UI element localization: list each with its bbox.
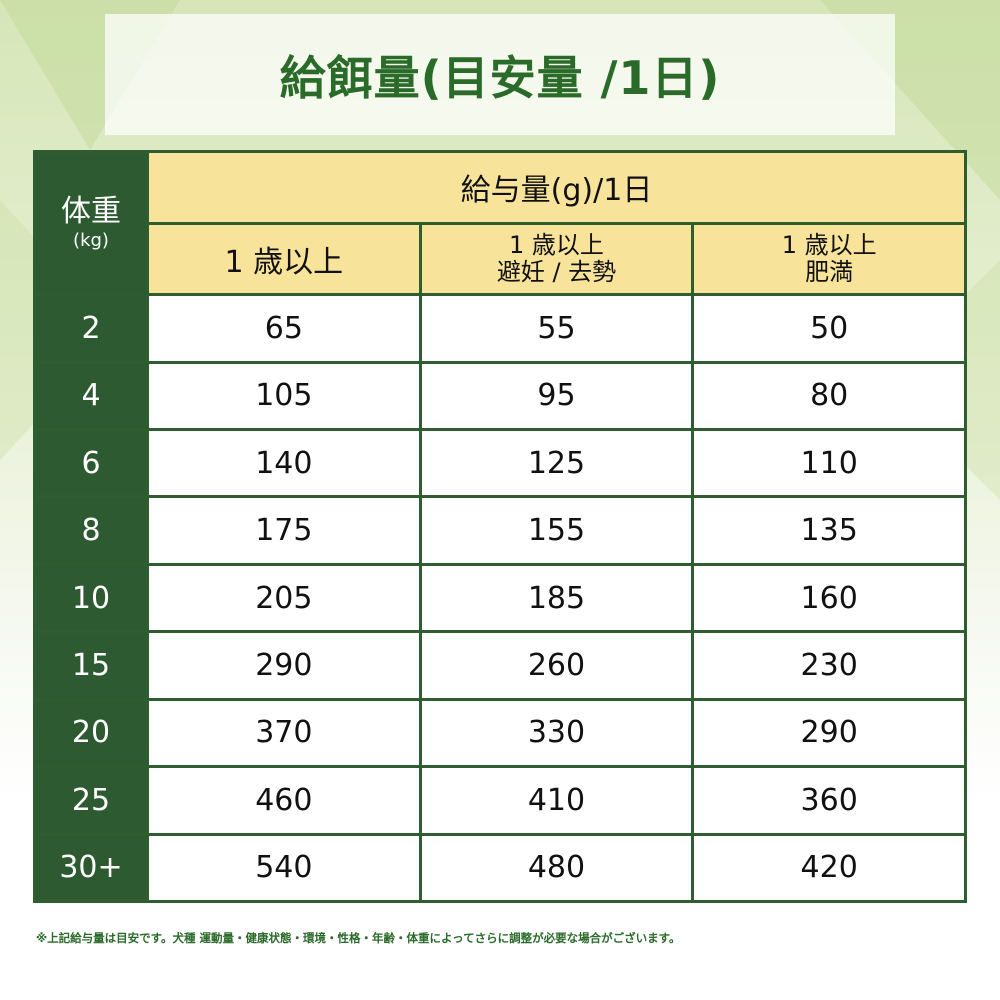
amount-cell: 110 — [691, 427, 967, 499]
weight-cell: 10 — [33, 562, 149, 634]
table-row: 4 105 95 80 — [33, 360, 967, 431]
weight-cell: 20 — [33, 697, 149, 769]
weight-header: 体重 (kg) — [33, 149, 149, 297]
amount-header: 給与量(g)/1日 — [146, 150, 967, 225]
amount-cell: 105 — [146, 360, 422, 431]
amount-cell: 330 — [418, 697, 695, 769]
page-title: 給餌量(目安量 /1日) — [279, 50, 721, 105]
table-row: 2 65 55 50 — [33, 293, 967, 364]
amount-cell: 95 — [418, 360, 695, 431]
table-row: 30+ 540 480 420 — [33, 832, 967, 904]
weight-cell: 30+ — [33, 832, 149, 904]
amount-cell: 160 — [691, 562, 967, 634]
amount-cell: 140 — [146, 427, 422, 499]
weight-cell: 2 — [33, 293, 149, 364]
column-header-label: 1 歳以上 — [509, 231, 604, 260]
table-row: 15 290 260 230 — [33, 630, 967, 701]
amount-cell: 135 — [691, 495, 967, 566]
amount-cell: 65 — [146, 293, 422, 364]
amount-cell: 540 — [146, 832, 422, 904]
table-row: 8 175 155 135 — [33, 495, 967, 566]
amount-cell: 460 — [146, 765, 422, 836]
amount-cell: 420 — [691, 832, 967, 904]
column-header-sublabel: 避妊 / 去勢 — [496, 257, 617, 286]
amount-cell: 185 — [418, 562, 695, 634]
amount-cell: 410 — [418, 765, 695, 836]
weight-unit: (kg) — [73, 230, 109, 252]
amount-cell: 80 — [691, 360, 967, 431]
amount-cell: 370 — [146, 697, 422, 769]
amount-cell: 290 — [691, 697, 967, 769]
column-header-obese: 1 歳以上 肥満 — [691, 221, 967, 297]
table-row: 20 370 330 290 — [33, 697, 967, 769]
weight-header-label: 体重 — [61, 194, 121, 230]
feeding-table: 体重 (kg) 給与量(g)/1日 1 歳以上 1 歳以上 避妊 / 去勢 1 歳… — [33, 149, 967, 904]
table-row: 6 140 125 110 — [33, 427, 967, 499]
amount-cell: 360 — [691, 765, 967, 836]
footnote: ※上記給与量は目安です。犬種 運動量・健康状態・環境・性格・年齢・体重によってさ… — [36, 931, 681, 945]
amount-cell: 290 — [146, 630, 422, 701]
amount-cell: 55 — [418, 293, 695, 364]
table-row: 10 205 185 160 — [33, 562, 967, 634]
amount-cell: 260 — [418, 630, 695, 701]
amount-cell: 205 — [146, 562, 422, 634]
column-header-label: 1 歳以上 — [781, 231, 877, 260]
title-banner: 給餌量(目安量 /1日) — [105, 14, 895, 135]
weight-cell: 8 — [33, 495, 149, 566]
amount-cell: 480 — [418, 832, 695, 904]
column-header-sublabel: 肥満 — [805, 257, 854, 286]
amount-cell: 230 — [691, 630, 967, 701]
table-row: 25 460 410 360 — [33, 765, 967, 836]
weight-cell: 25 — [33, 765, 149, 836]
amount-cell: 175 — [146, 495, 422, 566]
amount-cell: 155 — [418, 495, 695, 566]
column-header-label: 1 歳以上 — [224, 244, 344, 280]
column-header-adult: 1 歳以上 — [146, 221, 422, 297]
amount-cell: 50 — [691, 293, 967, 364]
weight-cell: 6 — [33, 427, 149, 499]
column-header-neutered: 1 歳以上 避妊 / 去勢 — [418, 221, 695, 297]
weight-cell: 15 — [33, 630, 149, 701]
amount-cell: 125 — [418, 427, 695, 499]
weight-cell: 4 — [33, 360, 149, 431]
